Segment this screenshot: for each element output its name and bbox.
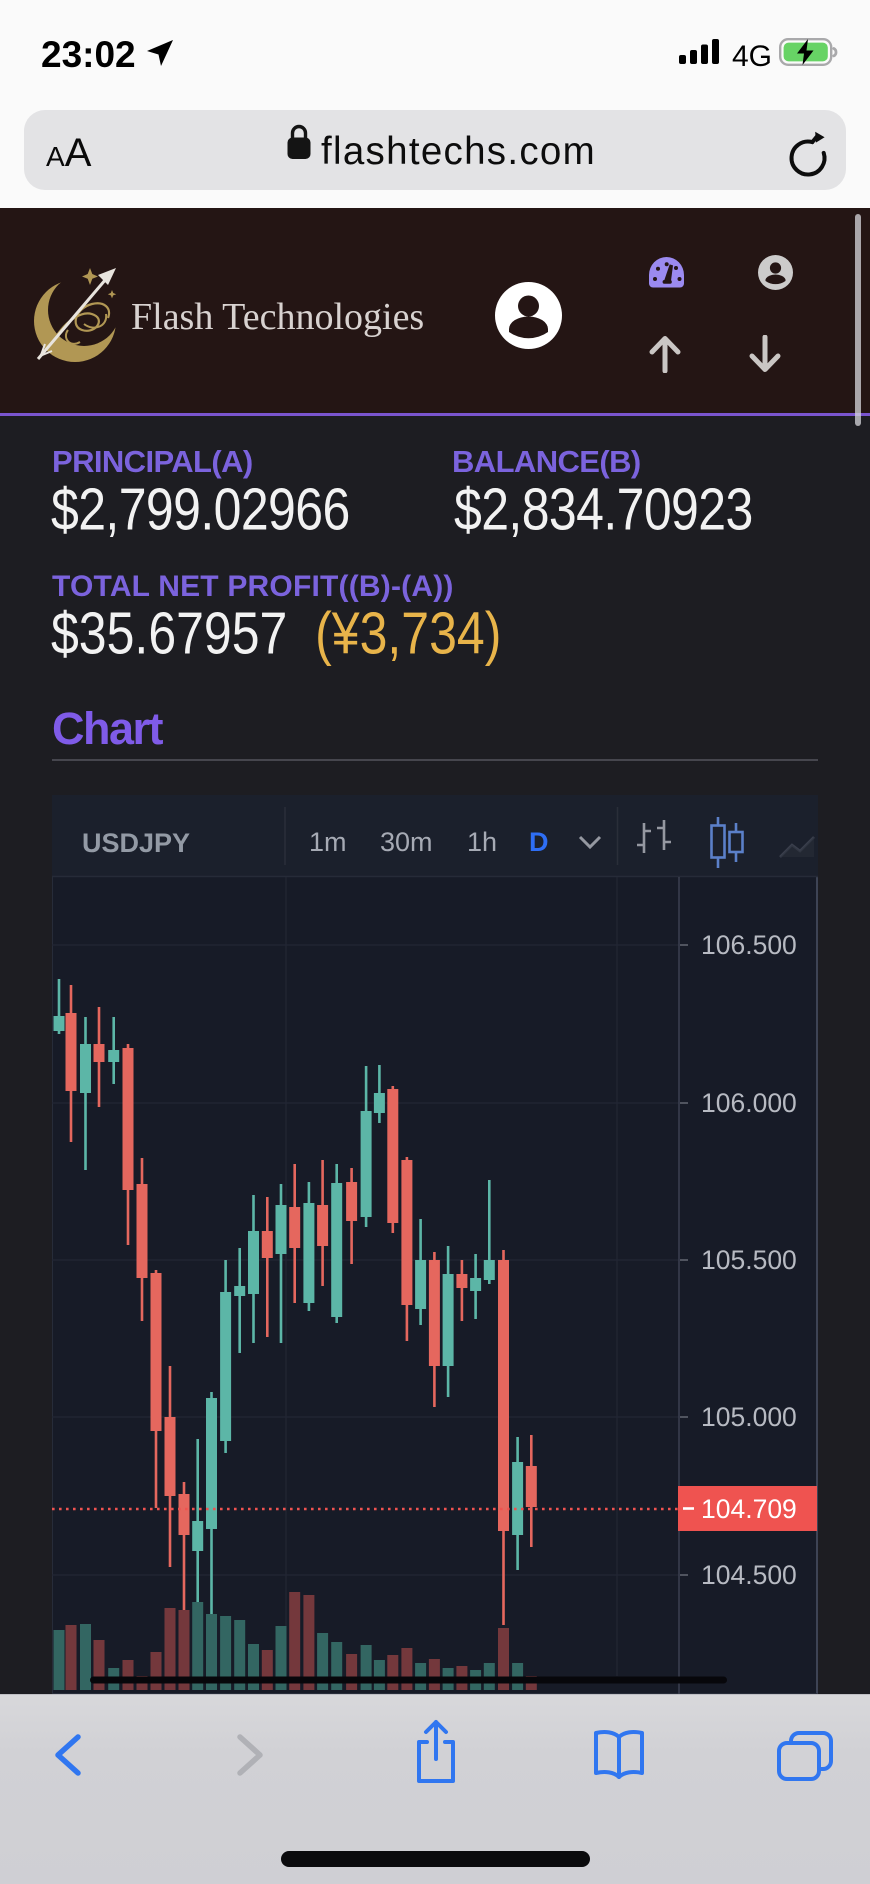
svg-text:106.000: 106.000 [701, 1088, 797, 1118]
svg-text:1h: 1h [467, 827, 497, 857]
svg-text:USDJPY: USDJPY [82, 828, 190, 858]
svg-text:106.500: 106.500 [701, 930, 797, 960]
svg-text:30m: 30m [380, 827, 433, 857]
svg-text:D: D [529, 827, 549, 857]
svg-text:105.000: 105.000 [701, 1402, 797, 1432]
svg-text:104.500: 104.500 [701, 1560, 797, 1590]
svg-text:1m: 1m [309, 827, 347, 857]
svg-text:104.709: 104.709 [701, 1494, 797, 1524]
svg-text:105.500: 105.500 [701, 1245, 797, 1275]
